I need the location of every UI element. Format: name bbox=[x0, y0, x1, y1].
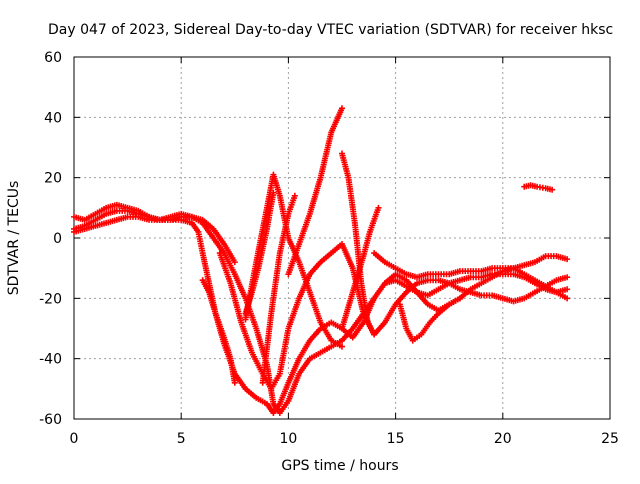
y-tick-label: 60 bbox=[44, 50, 62, 66]
x-tick-label: 25 bbox=[601, 431, 619, 447]
series-arc-9 bbox=[285, 105, 345, 278]
data-point-marker bbox=[371, 331, 378, 338]
data-point-marker bbox=[291, 192, 298, 199]
y-tick-label: 40 bbox=[44, 110, 62, 126]
x-tick-label: 5 bbox=[177, 431, 186, 447]
data-point-marker bbox=[564, 295, 571, 302]
series-arc-8 bbox=[259, 192, 298, 386]
y-tick-label: 0 bbox=[53, 231, 62, 247]
data-point-marker bbox=[339, 105, 345, 112]
data-point-marker bbox=[564, 274, 571, 281]
data-points bbox=[71, 105, 571, 416]
series-arc-3 bbox=[71, 213, 571, 416]
y-tick-label: -20 bbox=[39, 291, 62, 307]
data-point-marker bbox=[375, 204, 382, 211]
grid bbox=[74, 57, 610, 419]
y-tick-label: -60 bbox=[39, 412, 62, 428]
data-point-marker bbox=[270, 189, 277, 196]
x-tick-label: 0 bbox=[70, 431, 79, 447]
y-tick-label: -40 bbox=[39, 352, 62, 368]
data-point-marker bbox=[564, 256, 571, 263]
data-point-marker bbox=[231, 259, 238, 266]
x-axis-label: GPS time / hours bbox=[281, 458, 398, 474]
series-arc-14 bbox=[396, 295, 463, 344]
labels: Day 047 of 2023, Sidereal Day-to-day VTE… bbox=[6, 22, 613, 474]
x-tick-label: 10 bbox=[279, 431, 297, 447]
data-point-marker bbox=[549, 186, 556, 193]
data-point-marker bbox=[564, 286, 571, 293]
data-point-marker bbox=[339, 343, 345, 350]
data-point-marker bbox=[231, 379, 238, 386]
x-tick-label: 15 bbox=[387, 431, 405, 447]
series-arc-7 bbox=[242, 189, 277, 317]
series-arc-15 bbox=[521, 182, 556, 193]
series-arc-4 bbox=[199, 277, 238, 386]
series-arc-1 bbox=[71, 201, 378, 416]
y-tick-label: 20 bbox=[44, 171, 62, 187]
axes: 0 5 10 15 20 25 -60 -40 -20 0 20 40 60 bbox=[39, 50, 619, 447]
y-axis-label: SDTVAR / TECUs bbox=[6, 181, 22, 296]
series-arc-11 bbox=[339, 204, 382, 332]
chart-title: Day 047 of 2023, Sidereal Day-to-day VTE… bbox=[48, 22, 613, 38]
data-point-marker bbox=[456, 295, 463, 302]
x-tick-label: 20 bbox=[494, 431, 512, 447]
